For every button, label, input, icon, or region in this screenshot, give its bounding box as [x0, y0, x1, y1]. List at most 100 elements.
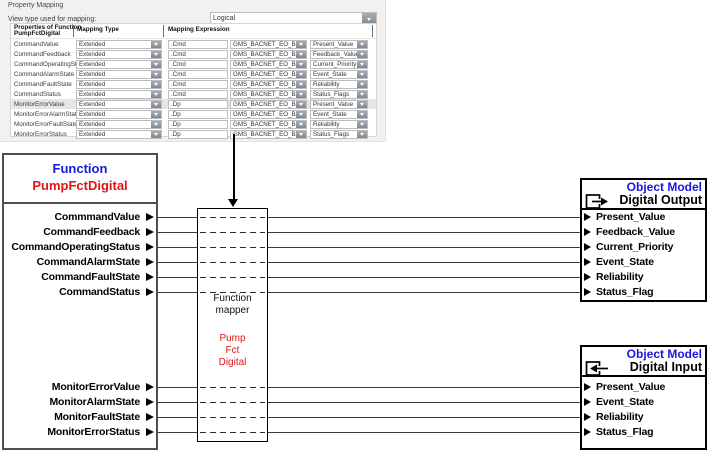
mapping-object-combo[interactable]: GMS_BACNET_EO_BA_BI_1 — [230, 129, 307, 139]
wire-right — [266, 262, 580, 263]
mapping-type-combo-value: Extended — [79, 90, 106, 98]
dropdown-button[interactable] — [151, 40, 161, 48]
dropdown-button[interactable] — [151, 70, 161, 78]
dropdown-button[interactable] — [296, 130, 306, 138]
function-port: MonitorErrorStatus — [4, 425, 156, 439]
dropdown-button[interactable] — [357, 130, 367, 138]
table-row[interactable]: MonitorErrorValue Extended .Dp GMS_BACNET_E… — [11, 99, 376, 109]
mapping-type-combo-value: Extended — [79, 70, 106, 78]
mapping-expression-field[interactable]: .Cmd — [168, 79, 228, 89]
wire-right — [266, 277, 580, 278]
mapping-type-combo[interactable]: Extended — [76, 49, 162, 59]
mapping-property-combo[interactable]: Status_Flags — [310, 89, 368, 99]
chevron-down-icon — [154, 122, 158, 126]
table-row[interactable]: MonitorErrorStatus Extended .Dp GMS_BACNET_… — [11, 129, 376, 139]
dropdown-button[interactable] — [296, 120, 306, 128]
table-row[interactable]: CommandValue Extended .Cmd GMS_BACNET_EO_BA… — [11, 39, 376, 49]
mapping-type-combo[interactable]: Extended — [76, 79, 162, 89]
mapping-type-combo[interactable]: Extended — [76, 109, 162, 119]
mapping-object-combo[interactable]: GMS_BACNET_EO_BA_BI_1 — [230, 99, 307, 109]
port-arrow-icon — [584, 288, 591, 296]
dropdown-button[interactable] — [151, 120, 161, 128]
port-label: Status_Flag — [596, 426, 654, 438]
dropdown-button[interactable] — [296, 90, 306, 98]
dropdown-button[interactable] — [357, 70, 367, 78]
mapping-type-combo[interactable]: Extended — [76, 39, 162, 49]
mapping-property-combo[interactable]: Reliability — [310, 119, 368, 129]
dropdown-button[interactable] — [357, 50, 367, 58]
mapping-type-combo[interactable]: Extended — [76, 119, 162, 129]
dropdown-button[interactable] — [357, 120, 367, 128]
mapping-type-combo[interactable]: Extended — [76, 89, 162, 99]
object-model-input-box: Object Model Digital Input Present_Value… — [580, 345, 707, 450]
mapping-expression-field[interactable]: .Dp — [168, 129, 228, 139]
mapping-type-combo-value: Extended — [79, 130, 106, 138]
dropdown-button[interactable] — [296, 70, 306, 78]
panel-title: Property Mapping — [8, 2, 64, 9]
mapping-property-combo[interactable]: Event_State — [310, 109, 368, 119]
table-row[interactable]: MonitorErrorFaultState Extended .Dp GMS_BAC… — [11, 119, 376, 129]
mapping-property-combo[interactable]: Status_Flags — [310, 129, 368, 139]
dropdown-button[interactable] — [296, 40, 306, 48]
dropdown-button[interactable] — [151, 90, 161, 98]
mapping-property-combo[interactable]: Event_State — [310, 69, 368, 79]
mapping-type-combo-value: Extended — [79, 100, 106, 108]
mapping-type-combo[interactable]: Extended — [76, 99, 162, 109]
dropdown-button[interactable] — [151, 80, 161, 88]
table-row[interactable]: MonitorErrorAlarmState Extended .Dp GMS_BAC… — [11, 109, 376, 119]
mapping-object-combo[interactable]: GMS_BACNET_EO_BA_BO_1 — [230, 69, 307, 79]
dropdown-button[interactable] — [357, 90, 367, 98]
object-port: Current_Priority — [582, 240, 705, 254]
mapping-expression-field[interactable]: .Cmd — [168, 49, 228, 59]
dropdown-button[interactable] — [357, 100, 367, 108]
mapping-property-combo[interactable]: Reliability — [310, 79, 368, 89]
table-row[interactable]: CommandAlarmState Extended .Cmd GMS_BACNET_… — [11, 69, 376, 79]
dropdown-button[interactable] — [151, 130, 161, 138]
dropdown-button[interactable] — [296, 110, 306, 118]
mapping-expression-field[interactable]: .Cmd — [168, 39, 228, 49]
mapping-expression-field[interactable]: .Dp — [168, 99, 228, 109]
chevron-down-icon — [299, 82, 303, 86]
dropdown-button[interactable] — [362, 13, 376, 25]
mapping-object-combo[interactable]: GMS_BACNET_EO_BA_BO_1 — [230, 39, 307, 49]
mapping-property-combo[interactable]: Present_Value — [310, 99, 368, 109]
mapping-expression-field[interactable]: .Cmd — [168, 59, 228, 69]
mapping-property-combo[interactable]: Feedback_Value — [310, 49, 368, 59]
dropdown-button[interactable] — [357, 40, 367, 48]
mapping-object-combo[interactable]: GMS_BACNET_EO_BA_BI_1 — [230, 109, 307, 119]
dropdown-button[interactable] — [296, 80, 306, 88]
dropdown-button[interactable] — [151, 50, 161, 58]
mapping-property-combo[interactable]: Present_Value — [310, 39, 368, 49]
dropdown-button[interactable] — [296, 60, 306, 68]
mapping-expression-field[interactable]: .Cmd — [168, 89, 228, 99]
mapping-type-combo[interactable]: Extended — [76, 129, 162, 139]
table-row[interactable]: CommandFeedback Extended .Cmd GMS_BACNET_EO… — [11, 49, 376, 59]
mapping-object-combo[interactable]: GMS_BACNET_EO_BA_BO_1 — [230, 89, 307, 99]
mapping-object-combo[interactable]: GMS_BACNET_EO_BA_BI_1 — [230, 119, 307, 129]
dropdown-button[interactable] — [151, 110, 161, 118]
mapping-expression-field[interactable]: .Cmd — [168, 69, 228, 79]
dropdown-button[interactable] — [296, 50, 306, 58]
dropdown-button[interactable] — [357, 110, 367, 118]
table-row[interactable]: CommandFaultState Extended .Cmd GMS_BACNET_… — [11, 79, 376, 89]
mapping-expression-field[interactable]: .Dp — [168, 119, 228, 129]
mapping-property-combo[interactable]: Current_Priority — [310, 59, 368, 69]
dropdown-button[interactable] — [296, 100, 306, 108]
mapping-type-combo[interactable]: Extended — [76, 59, 162, 69]
mapping-expression-field[interactable]: .Dp — [168, 109, 228, 119]
mapper-dash-line — [200, 432, 265, 433]
mapping-object-combo[interactable]: GMS_BACNET_EO_BA_BO_1 — [230, 59, 307, 69]
dropdown-button[interactable] — [151, 100, 161, 108]
port-label: CommandOperatingStatus — [11, 241, 140, 253]
mapping-type-combo[interactable]: Extended — [76, 69, 162, 79]
dropdown-button[interactable] — [357, 60, 367, 68]
mapping-object-combo[interactable]: GMS_BACNET_EO_BA_BO_1 — [230, 49, 307, 59]
object-model-label: Object Model — [626, 180, 702, 194]
dropdown-button[interactable] — [357, 80, 367, 88]
table-row[interactable]: CommandStatus Extended .Cmd GMS_BACNET_EO_B… — [11, 89, 376, 99]
port-label: Event_State — [596, 256, 654, 268]
row-property-name: MonitorErrorStatus — [14, 130, 67, 138]
mapping-object-combo[interactable]: GMS_BACNET_EO_BA_BO_1 — [230, 79, 307, 89]
table-row[interactable]: CommandOperatingStatusExtended .Cmd GMS_BA… — [11, 59, 376, 69]
dropdown-button[interactable] — [151, 60, 161, 68]
